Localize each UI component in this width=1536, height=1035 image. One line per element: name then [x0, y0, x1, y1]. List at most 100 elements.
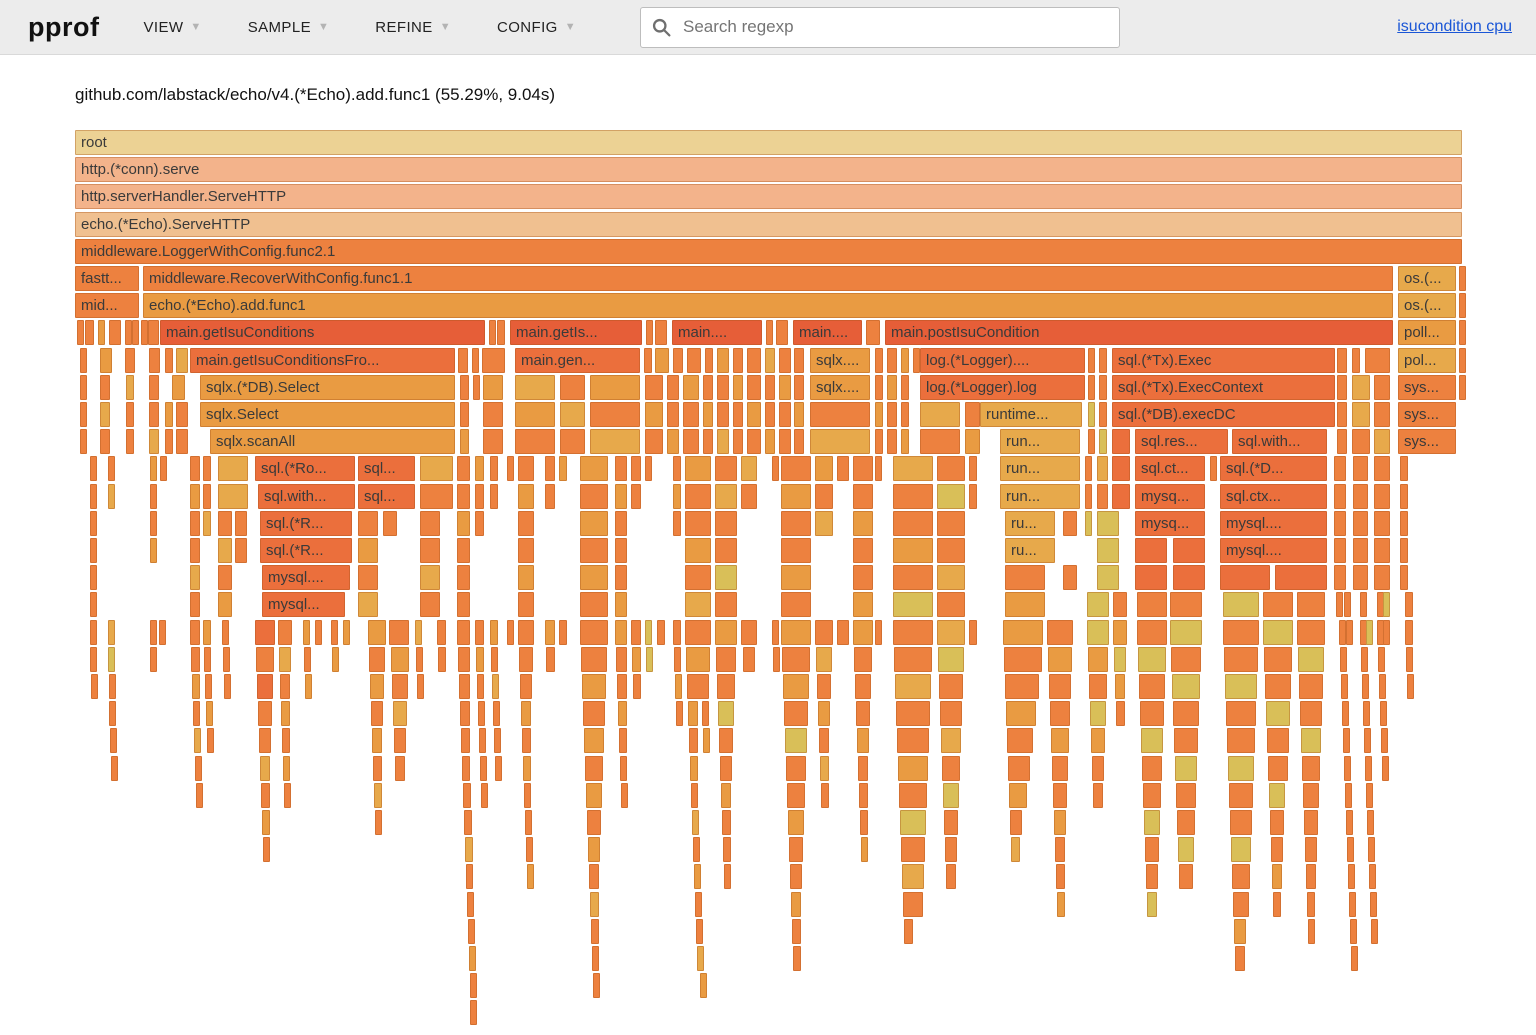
flame-frame-unlabeled[interactable]: [1173, 701, 1199, 726]
flame-frame-unlabeled[interactable]: [580, 538, 608, 563]
flame-frame-unlabeled[interactable]: [1344, 756, 1351, 781]
flame-frame-unlabeled[interactable]: [1342, 701, 1349, 726]
flame-frame-unlabeled[interactable]: [688, 701, 698, 726]
flame-frame-unlabeled[interactable]: [895, 674, 931, 699]
flame-frame-unlabeled[interactable]: [944, 810, 958, 835]
flame-frame-unlabeled[interactable]: [190, 565, 200, 590]
flame-frame-unlabeled[interactable]: [938, 647, 964, 672]
flame-frame-unlabeled[interactable]: [1226, 701, 1256, 726]
flame-frame-unlabeled[interactable]: [1232, 864, 1250, 889]
flame-frame-unlabeled[interactable]: [673, 456, 681, 481]
flame-frame-unlabeled[interactable]: [715, 456, 737, 481]
flame-frame-unlabeled[interactable]: [1266, 701, 1290, 726]
flame-frame-unlabeled[interactable]: [1366, 620, 1373, 645]
flame-frame-unlabeled[interactable]: [703, 728, 710, 753]
flame-frame-unlabeled[interactable]: [887, 429, 897, 454]
flame-frame[interactable]: echo.(*Echo).ServeHTTP: [75, 212, 1462, 237]
flame-frame[interactable]: mysq...: [1135, 511, 1205, 536]
flame-frame-unlabeled[interactable]: [460, 701, 470, 726]
flame-frame-unlabeled[interactable]: [80, 429, 87, 454]
flame-frame-unlabeled[interactable]: [1353, 484, 1368, 509]
flame-frame-unlabeled[interactable]: [1054, 810, 1066, 835]
flame-frame-unlabeled[interactable]: [1063, 565, 1077, 590]
flame-frame-unlabeled[interactable]: [278, 620, 292, 645]
flame-frame-unlabeled[interactable]: [110, 728, 117, 753]
flame-frame-unlabeled[interactable]: [255, 620, 275, 645]
flame-frame-unlabeled[interactable]: [773, 647, 780, 672]
flame-frame-unlabeled[interactable]: [149, 429, 159, 454]
flame-frame-unlabeled[interactable]: [160, 456, 167, 481]
flame-frame-unlabeled[interactable]: [580, 565, 608, 590]
flame-frame-unlabeled[interactable]: [518, 620, 534, 645]
flame-frame-unlabeled[interactable]: [875, 620, 882, 645]
flame-frame-unlabeled[interactable]: [765, 429, 775, 454]
flame-frame-unlabeled[interactable]: [765, 375, 775, 400]
flame-frame-unlabeled[interactable]: [632, 647, 641, 672]
flame-frame[interactable]: mysql...: [262, 592, 345, 617]
flame-frame-unlabeled[interactable]: [941, 728, 961, 753]
flame-frame-unlabeled[interactable]: [165, 402, 173, 427]
flame-frame[interactable]: sys...: [1398, 402, 1456, 427]
flame-frame-unlabeled[interactable]: [645, 375, 663, 400]
flame-frame-unlabeled[interactable]: [1273, 892, 1281, 917]
flame-frame-unlabeled[interactable]: [794, 429, 804, 454]
flame-frame-unlabeled[interactable]: [256, 647, 274, 672]
flame-frame-unlabeled[interactable]: [703, 429, 713, 454]
flame-frame-unlabeled[interactable]: [1085, 511, 1092, 536]
flame-frame-unlabeled[interactable]: [1271, 837, 1283, 862]
flame-frame-unlabeled[interactable]: [149, 348, 160, 373]
flame-frame-unlabeled[interactable]: [332, 647, 339, 672]
flame-frame-unlabeled[interactable]: [1459, 375, 1466, 400]
flame-frame-unlabeled[interactable]: [1400, 565, 1408, 590]
flame-frame-unlabeled[interactable]: [1229, 783, 1253, 808]
flame-frame[interactable]: pol...: [1398, 348, 1456, 373]
flame-frame-unlabeled[interactable]: [483, 402, 503, 427]
flame-frame-unlabeled[interactable]: [631, 620, 641, 645]
flame-frame-unlabeled[interactable]: [815, 484, 833, 509]
flame-frame-unlabeled[interactable]: [1099, 375, 1107, 400]
flame-frame-unlabeled[interactable]: [559, 456, 567, 481]
flame-frame-unlabeled[interactable]: [1230, 810, 1252, 835]
flame-frame-unlabeled[interactable]: [837, 620, 849, 645]
flame-frame-unlabeled[interactable]: [743, 647, 755, 672]
flame-frame-unlabeled[interactable]: [645, 620, 652, 645]
flame-frame[interactable]: mysq...: [1135, 484, 1205, 509]
flame-frame-unlabeled[interactable]: [937, 456, 965, 481]
flame-frame-unlabeled[interactable]: [686, 647, 710, 672]
flame-frame[interactable]: sql.with...: [1232, 429, 1327, 454]
flame-frame-unlabeled[interactable]: [720, 756, 732, 781]
flame-frame[interactable]: os.(...: [1398, 293, 1456, 318]
flame-frame-unlabeled[interactable]: [1302, 756, 1320, 781]
flame-frame-unlabeled[interactable]: [150, 647, 157, 672]
flame-frame-unlabeled[interactable]: [1299, 674, 1323, 699]
flame-frame-unlabeled[interactable]: [470, 973, 477, 998]
flame-frame-unlabeled[interactable]: [150, 456, 157, 481]
flame-frame-unlabeled[interactable]: [747, 402, 761, 427]
flame-frame-unlabeled[interactable]: [1369, 864, 1376, 889]
flame-frame-unlabeled[interactable]: [1275, 565, 1327, 590]
flame-frame-unlabeled[interactable]: [150, 620, 157, 645]
flame-frame-unlabeled[interactable]: [619, 728, 627, 753]
flame-frame-unlabeled[interactable]: [901, 375, 909, 400]
flame-frame-unlabeled[interactable]: [280, 674, 290, 699]
flame-frame-unlabeled[interactable]: [875, 348, 883, 373]
flame-frame-unlabeled[interactable]: [1368, 837, 1375, 862]
flame-frame-unlabeled[interactable]: [685, 484, 711, 509]
flame-frame-unlabeled[interactable]: [416, 647, 423, 672]
flame-frame[interactable]: main.getIsuConditionsFro...: [190, 348, 455, 373]
flame-frame-unlabeled[interactable]: [815, 620, 833, 645]
flame-frame-unlabeled[interactable]: [781, 511, 811, 536]
flame-frame-unlabeled[interactable]: [1459, 293, 1466, 318]
flame-frame-unlabeled[interactable]: [1050, 701, 1070, 726]
flame-frame-unlabeled[interactable]: [791, 892, 801, 917]
flame-frame-unlabeled[interactable]: [893, 592, 933, 617]
flame-frame-unlabeled[interactable]: [281, 701, 290, 726]
flame-frame-unlabeled[interactable]: [1138, 647, 1166, 672]
flame-frame-unlabeled[interactable]: [1088, 375, 1095, 400]
flame-frame-unlabeled[interactable]: [464, 810, 472, 835]
flame-frame-unlabeled[interactable]: [497, 320, 505, 345]
flame-frame-unlabeled[interactable]: [615, 484, 627, 509]
flame-frame-unlabeled[interactable]: [261, 783, 270, 808]
flame-frame-unlabeled[interactable]: [1178, 837, 1194, 862]
flame-frame-unlabeled[interactable]: [375, 810, 382, 835]
